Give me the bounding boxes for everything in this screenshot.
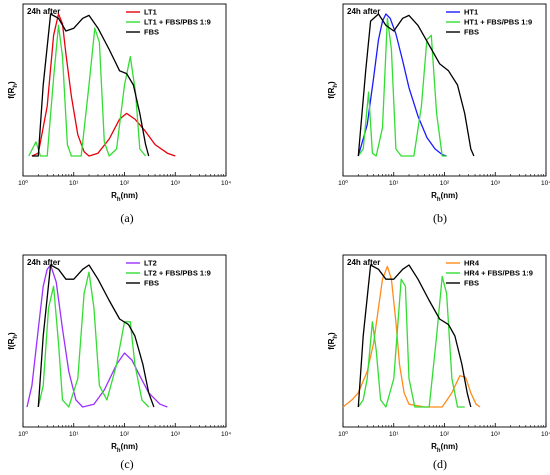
y-axis-label: f(Rh) xyxy=(327,332,339,350)
y-axis-label: f(Rh) xyxy=(327,81,339,99)
series-line-ht1 xyxy=(357,13,447,157)
chart-panel-3: 10⁰ 10¹ 10² 10³ 10⁴ Rh(nm) f(Rh) 24h after LT2LT… xyxy=(7,254,231,471)
series-line-lt2-fbs-pbs-1-9 xyxy=(37,271,150,408)
x-tick-label: 10² xyxy=(440,431,450,438)
legend-entry: HT1 + FBS/PBS 1:9 xyxy=(464,18,532,27)
plot-frame xyxy=(342,3,547,177)
x-tick-label: 10³ xyxy=(491,431,501,438)
legend-entry: LT1 xyxy=(144,8,157,17)
x-tick-label: 10⁴ xyxy=(221,431,231,438)
x-tick-label: 10⁰ xyxy=(18,179,28,187)
y-axis-label: f(Rh) xyxy=(7,332,19,350)
x-tick-label: 10² xyxy=(120,180,130,187)
series-line-hr4-fbs-pbs-1-9 xyxy=(357,275,465,408)
x-tick-label: 10⁴ xyxy=(221,180,231,187)
x-tick-label: 10⁰ xyxy=(338,179,348,187)
legend-entry: FBS xyxy=(464,28,479,37)
annotation-label: 24h after xyxy=(27,7,60,16)
x-tick-label: 10¹ xyxy=(69,431,79,438)
annotation-label: 24h after xyxy=(347,7,380,16)
annotation-label: 24h after xyxy=(347,258,380,267)
series-line-lt1-fbs-pbs-1-9 xyxy=(28,24,147,157)
series-line-fbs xyxy=(357,264,472,408)
panel-caption: (d) xyxy=(433,457,447,471)
plot-frame xyxy=(22,254,227,428)
x-tick-label: 10² xyxy=(120,431,130,438)
x-tick-label: 10⁰ xyxy=(18,430,28,438)
chart-panel-4: 10⁰ 10¹ 10² 10³ 10⁴ Rh(nm) f(Rh) 24h after HR4HR… xyxy=(327,254,550,471)
series-line-ht1-fbs-pbs-1-9 xyxy=(357,17,447,157)
x-tick-label: 10³ xyxy=(171,431,181,438)
legend-entry: LT2 + FBS/PBS 1:9 xyxy=(144,269,211,278)
x-tick-label: 10² xyxy=(440,180,450,187)
legend-entry: FBS xyxy=(464,279,479,288)
series-line-fbs xyxy=(37,264,155,408)
legend-entry: LT1 + FBS/PBS 1:9 xyxy=(144,18,211,27)
x-tick-label: 10⁴ xyxy=(541,431,550,438)
x-axis-label: Rh(nm) xyxy=(431,442,458,454)
series-line-fbs xyxy=(31,13,150,157)
x-axis-label: Rh(nm) xyxy=(431,191,458,203)
panel-caption: (b) xyxy=(433,211,447,225)
legend-entry: FBS xyxy=(144,279,159,288)
series-line-lt2 xyxy=(26,264,168,408)
x-tick-label: 10⁰ xyxy=(338,430,348,438)
y-axis-label: f(Rh) xyxy=(7,81,19,99)
x-tick-label: 10³ xyxy=(491,180,501,187)
legend-entry: LT2 xyxy=(144,259,157,268)
legend-entry: HT1 xyxy=(464,8,478,17)
legend-entry: HR4 + FBS/PBS 1:9 xyxy=(464,269,533,278)
series-line-fbs xyxy=(357,13,475,157)
legend-entry: HR4 xyxy=(464,259,480,268)
x-tick-label: 10¹ xyxy=(69,180,79,187)
annotation-label: 24h after xyxy=(27,258,60,267)
chart-panel-1: 10⁰ 10¹ 10² 10³ 10⁴ Rh(nm) f(Rh) 24h after LT1LT… xyxy=(7,3,231,225)
x-tick-label: 10³ xyxy=(171,180,181,187)
legend-entry: FBS xyxy=(144,28,159,37)
x-axis-label: Rh(nm) xyxy=(111,191,138,203)
x-axis-label: Rh(nm) xyxy=(111,442,138,454)
chart-panel-2: 10⁰ 10¹ 10² 10³ 10⁴ Rh(nm) f(Rh) 24h after HT1HT… xyxy=(327,3,550,225)
x-tick-label: 10¹ xyxy=(389,431,399,438)
panel-caption: (a) xyxy=(120,211,133,225)
x-tick-label: 10¹ xyxy=(389,180,399,187)
x-tick-label: 10⁴ xyxy=(541,180,550,187)
panel-caption: (c) xyxy=(120,457,133,471)
